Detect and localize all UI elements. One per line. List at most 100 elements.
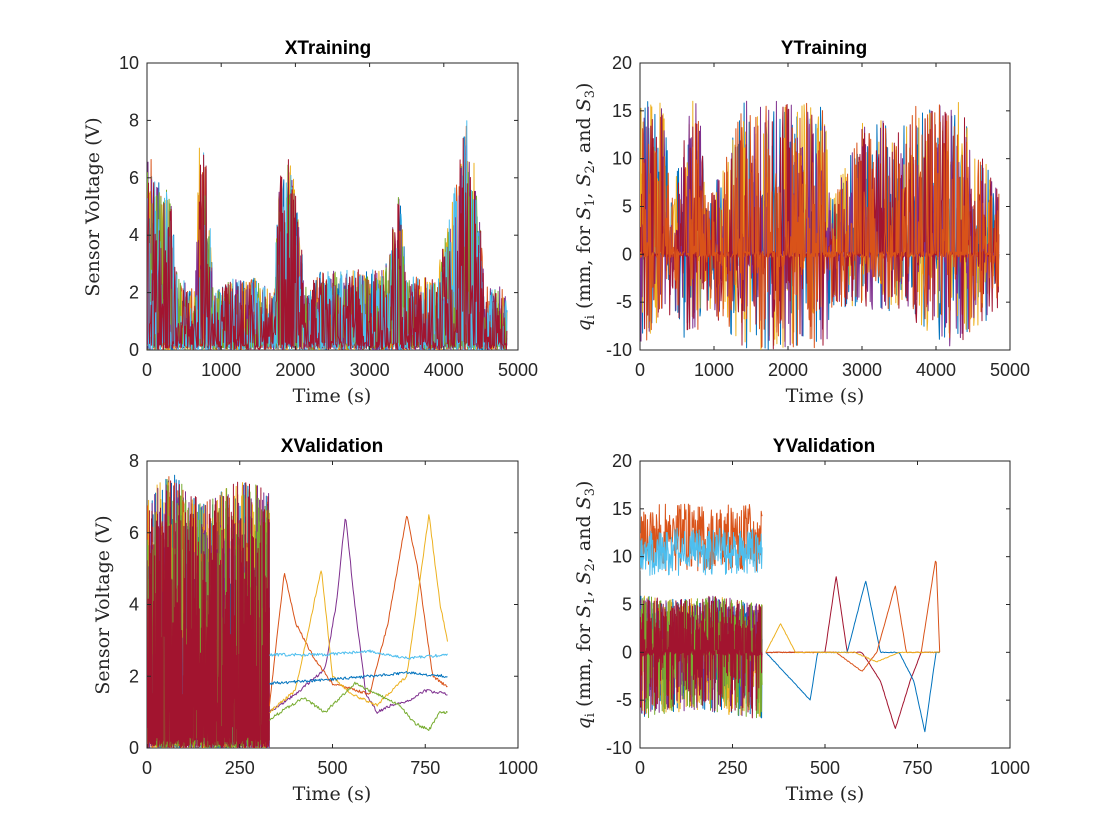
series-smooth xyxy=(268,515,448,707)
y-tick-label: 8 xyxy=(129,110,139,130)
panel-xtraining: XTraining 0 1000 2000 3000 4000 5000 0 2 4 6 8 10 T… xyxy=(82,38,538,407)
axes-box xyxy=(639,460,1011,749)
y-tick-label: 4 xyxy=(129,595,139,615)
panel-title: XTraining xyxy=(285,38,372,59)
y-label-part: 3 xyxy=(583,90,598,98)
y-tick-label: -5 xyxy=(616,292,632,312)
series-line xyxy=(640,595,763,719)
x-tick-label: 4000 xyxy=(424,360,464,380)
x-tick-label: 1000 xyxy=(694,360,734,380)
y-tick-label: 8 xyxy=(129,451,139,471)
y-tick-label: 10 xyxy=(612,149,632,169)
y-label-part: S xyxy=(573,605,595,618)
y-tick-label: 6 xyxy=(129,523,139,543)
y-tick-label: 0 xyxy=(129,738,139,758)
y-tick-label: 0 xyxy=(622,642,632,662)
y-label-part: S xyxy=(573,207,595,220)
y-axis-label: qi (mm, for S1, S2, and S3) xyxy=(573,481,598,730)
y-label-part: q xyxy=(573,717,595,729)
y-tick-label: 0 xyxy=(622,244,632,264)
y-tick-label: -10 xyxy=(606,340,632,360)
x-tick-label: 5000 xyxy=(990,360,1030,380)
y-label-part: 2 xyxy=(583,563,598,571)
series-band xyxy=(640,527,763,576)
x-tick-label: 4000 xyxy=(916,360,956,380)
y-tick-label: 5 xyxy=(622,197,632,217)
y-label-part: i xyxy=(583,713,598,717)
y-label-part: 2 xyxy=(583,165,598,173)
x-tick-label: 1000 xyxy=(498,758,538,778)
plot-area xyxy=(147,474,448,748)
x-axis-label: Time (s) xyxy=(293,783,372,805)
y-label-part: (mm, for xyxy=(573,220,595,315)
series-smooth xyxy=(765,580,940,733)
x-tick-label: 3000 xyxy=(350,360,390,380)
y-label-part: q xyxy=(573,319,595,331)
y-label-part: , xyxy=(573,186,595,198)
x-axis-label: Time (s) xyxy=(786,783,865,805)
plot-area xyxy=(147,120,508,350)
y-tick-label: -10 xyxy=(606,738,632,758)
x-tick-label: 0 xyxy=(142,758,152,778)
plot-area xyxy=(640,100,1000,350)
x-tick-label: 1000 xyxy=(201,360,241,380)
x-tick-label: 250 xyxy=(717,758,747,778)
y-tick-label: 15 xyxy=(612,101,632,121)
tick-group: 0 250 500 750 1000 -10 -5 0 5 10 15 20 xyxy=(606,451,1030,778)
x-tick-label: 500 xyxy=(317,758,347,778)
y-label-part: S xyxy=(573,496,595,509)
y-tick-label: 5 xyxy=(622,595,632,615)
y-label-part: i xyxy=(583,315,598,319)
series-smooth xyxy=(268,518,448,714)
panel-title: XValidation xyxy=(281,436,383,457)
y-axis-label: Sensor Voltage (V) xyxy=(82,117,104,296)
series-smooth xyxy=(269,514,448,714)
y-tick-label: 20 xyxy=(612,451,632,471)
tick-group: 0 1000 2000 3000 4000 5000 0 2 4 6 8 10 xyxy=(119,53,538,380)
y-label-part: 1 xyxy=(583,199,598,207)
x-tick-label: 500 xyxy=(810,758,840,778)
y-tick-label: 6 xyxy=(129,168,139,188)
x-tick-label: 0 xyxy=(142,360,152,380)
x-tick-label: 5000 xyxy=(498,360,538,380)
x-tick-label: 250 xyxy=(225,758,255,778)
x-axis-label: Time (s) xyxy=(786,385,865,407)
x-tick-label: 3000 xyxy=(842,360,882,380)
y-tick-label: 2 xyxy=(129,283,139,303)
series-line xyxy=(640,102,1000,349)
y-tick-label: 15 xyxy=(612,499,632,519)
x-tick-label: 750 xyxy=(902,758,932,778)
y-tick-label: 4 xyxy=(129,225,139,245)
y-axis-label: qi (mm, for S1, S2, and S3) xyxy=(573,83,598,332)
panel-xvalidation: XValidation 0 250 500 750 1000 0 2 4 6 8 Time (s)… xyxy=(92,436,538,805)
x-tick-label: 1000 xyxy=(990,758,1030,778)
plot-area xyxy=(640,503,941,733)
y-label-part: , and xyxy=(573,509,595,563)
y-axis-label: Sensor Voltage (V) xyxy=(92,515,114,694)
y-label-part: S xyxy=(573,571,595,584)
panel-title: YTraining xyxy=(781,38,868,59)
y-tick-label: 0 xyxy=(129,340,139,360)
series-smooth xyxy=(269,649,448,660)
x-tick-label: 0 xyxy=(635,758,645,778)
series-line xyxy=(147,480,270,748)
x-tick-label: 750 xyxy=(410,758,440,778)
tick-group: 0 1000 2000 3000 4000 5000 -10 -5 0 5 10 15 20 xyxy=(606,53,1030,380)
x-axis-label: Time (s) xyxy=(293,385,372,407)
panel-yvalidation: YValidation 0 250 500 750 1000-10-505101520 … xyxy=(573,436,1030,805)
y-label-part: , xyxy=(573,584,595,596)
y-tick-label: 10 xyxy=(612,547,632,567)
y-label-part: S xyxy=(573,98,595,111)
tick-group: 0 250 500 750 1000 0 2 4 6 8 xyxy=(129,451,538,778)
y-tick-label: -5 xyxy=(616,690,632,710)
x-tick-label: 0 xyxy=(635,360,645,380)
series-smooth xyxy=(765,623,941,663)
y-tick-label: 2 xyxy=(129,666,139,686)
panel-ytraining: YTraining 0 1000 2000 3000 4000 5000 -10 -5 0 5 10… xyxy=(573,38,1030,407)
y-label-part: S xyxy=(573,173,595,186)
y-label-part: , and xyxy=(573,111,595,165)
y-tick-label: 20 xyxy=(612,53,632,73)
y-label-part: ) xyxy=(573,83,595,90)
y-label-part: ) xyxy=(573,481,595,488)
